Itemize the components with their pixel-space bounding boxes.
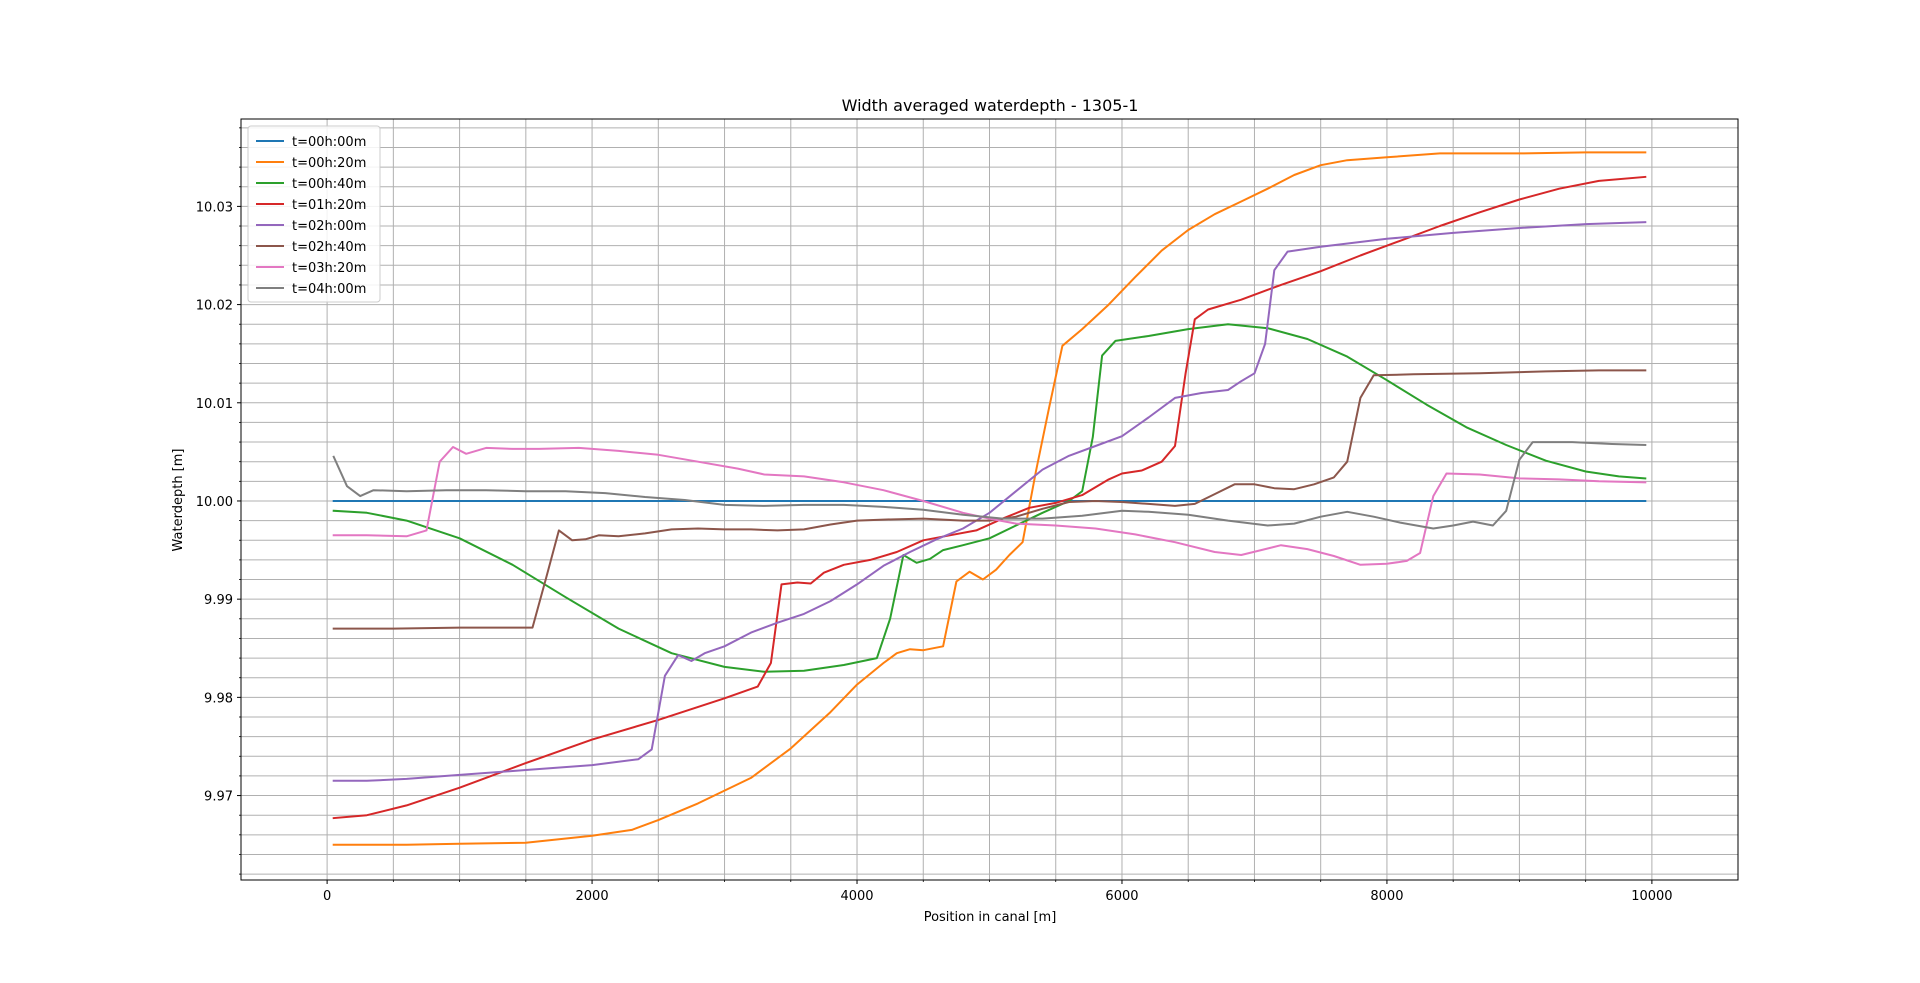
y-axis-label: Waterdepth [m]: [171, 449, 186, 552]
y-tick-label: 10.00: [196, 495, 233, 510]
chart-title: Width averaged waterdepth - 1305-1: [842, 96, 1139, 115]
series-line: [332, 446, 1647, 566]
plot-lines: [332, 151, 1647, 846]
legend-label: t=02h:00m: [292, 219, 366, 234]
legend-label: t=00h:40m: [292, 177, 366, 192]
axis-ticks: 0 2000 4000 6000 8000 10000 9.97 9.98 9.99 10.00 1…: [196, 127, 1673, 904]
series-line: [332, 441, 1647, 530]
series-line: [332, 323, 1647, 673]
series-line: [332, 221, 1647, 782]
series-line: [332, 151, 1647, 846]
legend-label: t=04h:00m: [292, 282, 366, 297]
grid: [241, 119, 1738, 880]
x-tick-label: 6000: [1105, 889, 1138, 904]
legend: t=00h:00m t=00h:20m t=00h:40m t=01h:20m t=02…: [247, 125, 381, 303]
legend-label: t=03h:20m: [292, 261, 366, 276]
y-tick-label: 10.02: [196, 299, 233, 314]
x-axis-label: Position in canal [m]: [924, 910, 1057, 925]
x-tick-label: 2000: [576, 889, 609, 904]
x-tick-label: 0: [323, 889, 331, 904]
y-tick-label: 10.03: [196, 200, 233, 215]
x-tick-label: 10000: [1631, 889, 1672, 904]
y-tick-label: 10.01: [196, 397, 233, 412]
legend-label: t=00h:00m: [292, 135, 366, 150]
y-tick-label: 9.97: [204, 790, 233, 805]
series-line: [332, 175, 1647, 820]
y-tick-label: 9.99: [204, 593, 233, 608]
series-line: [332, 369, 1647, 630]
x-tick-label: 4000: [840, 889, 873, 904]
legend-label: t=00h:20m: [292, 156, 366, 171]
legend-label: t=01h:20m: [292, 198, 366, 213]
legend-label: t=02h:40m: [292, 240, 366, 255]
x-tick-label: 8000: [1370, 889, 1403, 904]
y-tick-label: 9.98: [204, 691, 233, 706]
legend-box: [247, 125, 381, 303]
